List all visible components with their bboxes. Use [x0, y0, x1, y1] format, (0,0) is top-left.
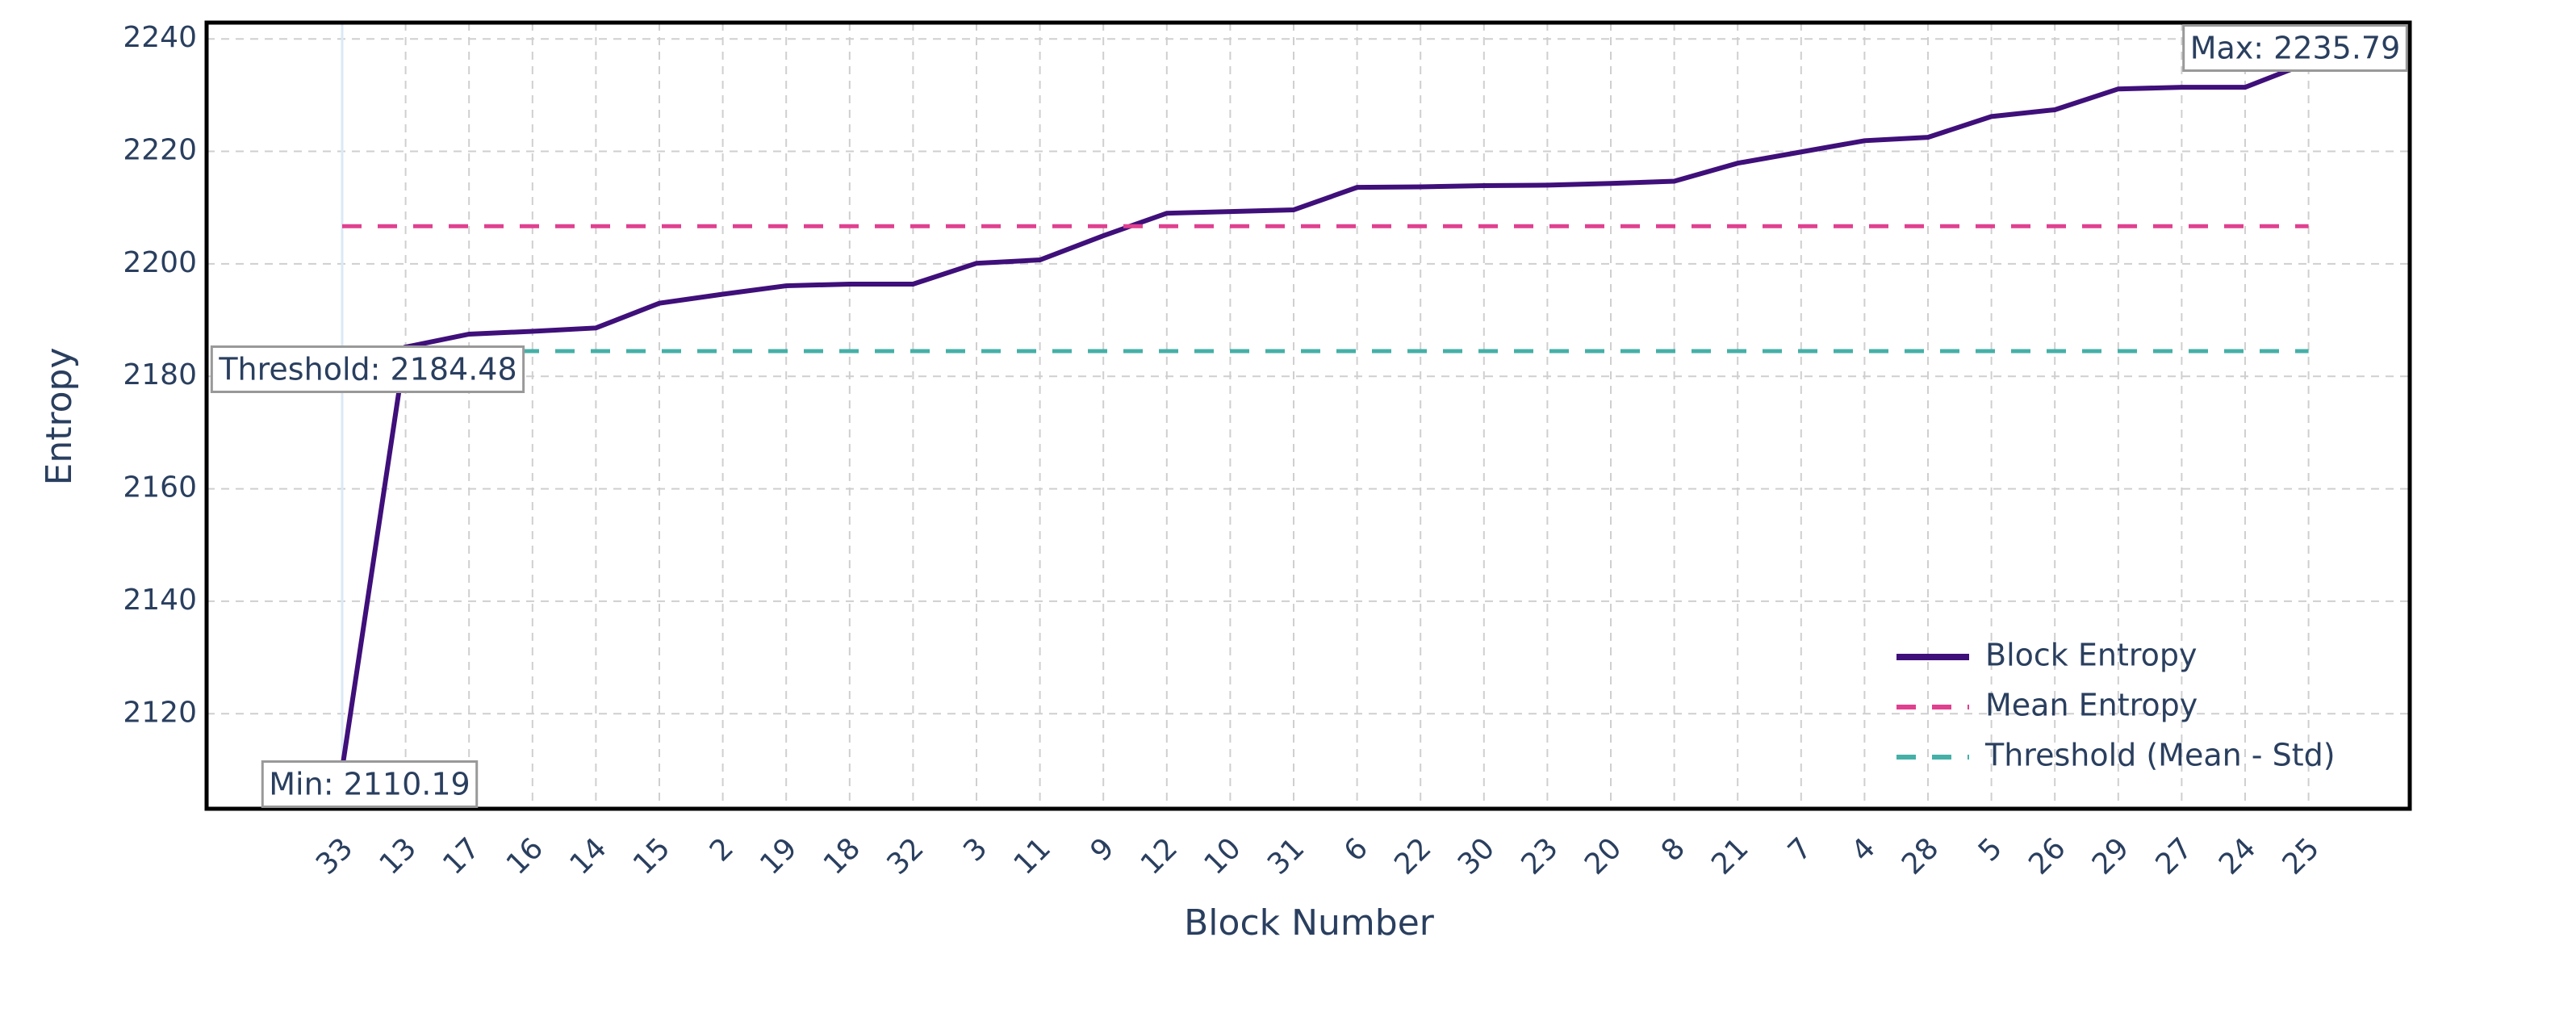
annotation: Min: 2110.19	[261, 760, 479, 808]
y-tick-label: 2140	[123, 584, 197, 617]
y-tick-label: 2200	[123, 246, 197, 279]
x-tick-label: 28	[1896, 831, 1945, 881]
x-tick-label: 23	[1515, 831, 1564, 881]
x-axis-title: Block Number	[1184, 902, 1435, 944]
x-tick-label: 24	[2213, 831, 2262, 881]
x-tick-label: 20	[1579, 831, 1628, 881]
x-tick-label: 26	[2022, 831, 2072, 881]
x-tick-label: 27	[2149, 831, 2198, 881]
annotation-box	[261, 760, 479, 808]
x-tick-label: 25	[2277, 831, 2326, 881]
annotation-label: Min: 2110.19	[269, 767, 470, 802]
x-tick-label: 5	[1972, 831, 2009, 868]
data-line	[340, 60, 2310, 770]
annotation-box	[2182, 24, 2408, 72]
x-tick-label: 19	[754, 831, 803, 881]
legend-label: Threshold (Mean - Std)	[1984, 738, 2336, 773]
plot-frame	[204, 20, 2412, 811]
x-tick-label: 17	[437, 831, 486, 881]
y-tick-label: 2220	[123, 134, 197, 167]
x-tick-label: 7	[1782, 831, 1818, 868]
legend-label: Mean Entropy	[1985, 688, 2198, 723]
annotation-label: Threshold: 2184.48	[218, 352, 516, 387]
x-tick-label: 15	[627, 831, 676, 881]
x-tick-label: 2	[704, 831, 740, 868]
x-tick-label: 9	[1084, 831, 1120, 868]
y-tick-label: 2120	[123, 696, 197, 729]
x-tick-label: 12	[1135, 831, 1184, 881]
x-tick-label: 10	[1198, 831, 1247, 881]
annotation: Threshold: 2184.48	[210, 345, 525, 393]
x-tick-label: 22	[1388, 831, 1437, 881]
y-tick-label: 2180	[123, 358, 197, 391]
x-tick-label: 31	[1261, 831, 1311, 881]
x-tick-label: 33	[310, 831, 359, 881]
annotation-box	[210, 345, 525, 393]
x-tick-label: 6	[1338, 831, 1374, 868]
x-tick-label: 32	[880, 831, 930, 881]
x-tick-label: 30	[1452, 831, 1501, 881]
y-tick-label: 2160	[123, 471, 197, 504]
x-tick-label: 14	[563, 831, 613, 881]
annotation: Max: 2235.79	[2182, 24, 2408, 72]
x-tick-label: 13	[374, 831, 423, 881]
y-tick-label: 2240	[123, 21, 197, 54]
y-axis-title: Entropy	[39, 348, 80, 486]
x-tick-label: 8	[1655, 831, 1692, 868]
x-tick-label: 29	[2086, 831, 2135, 881]
x-tick-label: 4	[1846, 831, 1882, 868]
x-tick-label: 18	[818, 831, 867, 881]
x-tick-label: 3	[957, 831, 993, 868]
x-tick-label: 21	[1705, 831, 1754, 881]
x-tick-label: 16	[500, 831, 550, 881]
annotation-label: Max: 2235.79	[2190, 31, 2401, 66]
legend-label: Block Entropy	[1985, 638, 2198, 673]
x-tick-label: 11	[1008, 831, 1057, 881]
